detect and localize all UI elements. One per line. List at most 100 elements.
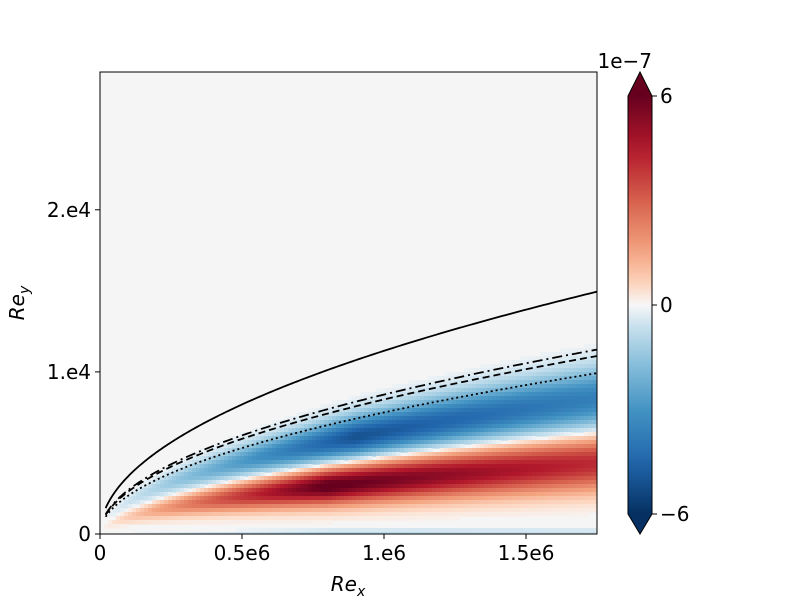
heatmap-cell (376, 408, 381, 413)
heatmap-cell (456, 428, 461, 433)
heatmap-cell (476, 480, 481, 485)
heatmap-cell (540, 528, 545, 533)
heatmap-cell (440, 532, 445, 534)
heatmap-cell (192, 480, 197, 485)
heatmap-cell (432, 452, 437, 457)
heatmap-cell (460, 404, 465, 409)
heatmap-cell (452, 512, 457, 517)
heatmap-cell (404, 516, 409, 521)
heatmap-cell (528, 376, 533, 381)
heatmap-cell (500, 364, 505, 369)
heatmap-cell (220, 448, 225, 453)
heatmap-cell (236, 444, 241, 449)
heatmap-cell (428, 456, 433, 461)
heatmap-cell (292, 476, 297, 481)
heatmap-cell (552, 468, 557, 473)
heatmap-cell (588, 452, 593, 457)
heatmap-cell (244, 488, 249, 493)
heatmap-cell (296, 484, 301, 489)
heatmap-cell (372, 476, 377, 481)
heatmap-cell (272, 436, 277, 441)
heatmap-cell (152, 488, 157, 493)
heatmap-cell (376, 464, 381, 469)
heatmap-cell (184, 504, 189, 509)
heatmap-cell (564, 500, 569, 505)
heatmap-cell (536, 356, 541, 361)
heatmap-cell (488, 452, 493, 457)
heatmap-cell (592, 360, 597, 365)
heatmap-cell (452, 420, 457, 425)
heatmap-cell (384, 408, 389, 413)
heatmap-cell (504, 396, 509, 401)
heatmap-cell (392, 492, 397, 497)
heatmap-cell (520, 364, 525, 369)
heatmap-cell (588, 396, 593, 401)
heatmap-cell (396, 468, 401, 473)
heatmap-cell (496, 464, 501, 469)
heatmap-cell (580, 460, 585, 465)
heatmap-cell (476, 472, 481, 477)
heatmap-cell (404, 420, 409, 425)
heatmap-cell (312, 444, 317, 449)
heatmap-cell (476, 404, 481, 409)
heatmap-cell (188, 532, 193, 534)
heatmap-cell (264, 528, 269, 533)
heatmap-cell (124, 504, 129, 509)
heatmap-cell (364, 416, 369, 421)
heatmap-cell (488, 380, 493, 385)
heatmap-cell (272, 508, 277, 513)
heatmap-cell (380, 516, 385, 521)
heatmap-cell (204, 532, 209, 534)
heatmap-cell (592, 472, 597, 477)
heatmap-cell (276, 484, 281, 489)
heatmap-cell (420, 380, 425, 385)
heatmap-cell (448, 472, 453, 477)
heatmap-cell (344, 468, 349, 473)
heatmap-cell (452, 384, 457, 389)
heatmap-cell (368, 424, 373, 429)
heatmap-cell (572, 448, 577, 453)
heatmap-cell (492, 412, 497, 417)
heatmap-cell (308, 436, 313, 441)
heatmap-cell (228, 508, 233, 513)
heatmap-cell (492, 420, 497, 425)
heatmap-cell (348, 532, 353, 534)
heatmap-cell (212, 496, 217, 501)
heatmap-cell (540, 396, 545, 401)
heatmap-cell (360, 484, 365, 489)
heatmap-cell (252, 460, 257, 465)
heatmap-cell (480, 496, 485, 501)
heatmap-cell (576, 396, 581, 401)
heatmap-cell (140, 484, 145, 489)
heatmap-cell (432, 512, 437, 517)
heatmap-cell (556, 384, 561, 389)
heatmap-cell (176, 488, 181, 493)
heatmap-cell (248, 432, 253, 437)
heatmap-cell (436, 512, 441, 517)
heatmap-cell (480, 408, 485, 413)
heatmap-cell (136, 488, 141, 493)
heatmap-cell (320, 404, 325, 409)
heatmap-cell (476, 424, 481, 429)
heatmap-cell (232, 436, 237, 441)
heatmap-cell (224, 472, 229, 477)
heatmap-cell (316, 412, 321, 417)
heatmap-cell (168, 508, 173, 513)
heatmap-cell (216, 468, 221, 473)
heatmap-cell (408, 492, 413, 497)
heatmap-cell (248, 496, 253, 501)
heatmap-cell (208, 492, 213, 497)
heatmap-cell (468, 492, 473, 497)
heatmap-cell (592, 416, 597, 421)
heatmap-cell (388, 488, 393, 493)
heatmap-cell (424, 388, 429, 393)
heatmap-cell (460, 372, 465, 377)
heatmap-cell (516, 532, 521, 534)
heatmap-cell (432, 456, 437, 461)
heatmap-cell (260, 468, 265, 473)
heatmap-cell (588, 508, 593, 513)
heatmap-cell (480, 432, 485, 437)
heatmap-cell (420, 428, 425, 433)
heatmap-cell (160, 472, 165, 477)
heatmap-cell (400, 528, 405, 533)
